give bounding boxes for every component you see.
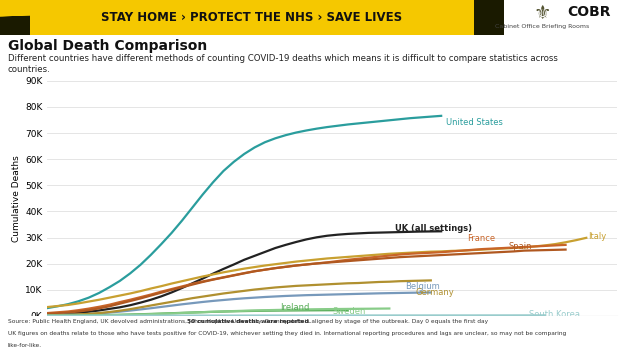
Polygon shape [0, 0, 630, 35]
Polygon shape [59, 0, 630, 35]
Text: ⚜: ⚜ [533, 4, 551, 23]
Polygon shape [0, 0, 630, 35]
Polygon shape [0, 0, 622, 35]
Polygon shape [131, 0, 630, 35]
Polygon shape [0, 0, 630, 35]
Text: STAY HOME › PROTECT THE NHS › SAVE LIVES: STAY HOME › PROTECT THE NHS › SAVE LIVES [101, 11, 403, 24]
Polygon shape [0, 0, 531, 35]
Polygon shape [168, 0, 630, 35]
Polygon shape [0, 0, 630, 35]
Text: Italy: Italy [588, 232, 607, 241]
Polygon shape [0, 0, 630, 35]
Text: France: France [467, 234, 495, 243]
Text: Cabinet Office Briefing Rooms: Cabinet Office Briefing Rooms [495, 24, 589, 29]
Text: like-for-like.: like-for-like. [8, 343, 42, 348]
Polygon shape [530, 0, 630, 35]
Polygon shape [621, 0, 630, 35]
Polygon shape [0, 0, 630, 35]
Text: UK (all settings): UK (all settings) [394, 224, 471, 233]
Text: Different countries have different methods of counting COVID-19 deaths which mea: Different countries have different metho… [8, 54, 558, 74]
Polygon shape [566, 0, 630, 35]
Polygon shape [0, 0, 630, 35]
Polygon shape [476, 0, 630, 35]
Text: United States: United States [446, 118, 503, 127]
Text: COBR: COBR [567, 5, 610, 19]
Polygon shape [0, 0, 630, 35]
X-axis label: Day: Day [322, 333, 343, 342]
Polygon shape [294, 0, 630, 35]
Polygon shape [0, 0, 630, 35]
Polygon shape [222, 0, 630, 35]
Polygon shape [40, 0, 630, 35]
Polygon shape [0, 0, 630, 35]
Polygon shape [203, 0, 630, 35]
Text: Ireland: Ireland [280, 303, 310, 312]
Polygon shape [4, 0, 630, 35]
Polygon shape [512, 0, 630, 35]
Polygon shape [585, 0, 630, 35]
Polygon shape [312, 0, 630, 35]
Polygon shape [0, 0, 630, 35]
Polygon shape [385, 0, 630, 35]
Polygon shape [0, 0, 630, 35]
Polygon shape [113, 0, 630, 35]
Polygon shape [77, 0, 630, 35]
Polygon shape [0, 0, 630, 35]
Polygon shape [457, 0, 630, 35]
Text: Spain: Spain [508, 242, 532, 251]
Polygon shape [0, 0, 549, 35]
Polygon shape [548, 0, 630, 35]
Polygon shape [494, 0, 630, 35]
Polygon shape [149, 0, 630, 35]
Polygon shape [0, 0, 604, 35]
Polygon shape [0, 0, 586, 35]
Polygon shape [185, 0, 630, 35]
Text: Source: Public Health England, UK devolved administrations, Johns Hopkins Univer: Source: Public Health England, UK devolv… [8, 319, 490, 324]
Polygon shape [0, 0, 568, 35]
Text: Sweden: Sweden [332, 307, 365, 316]
Polygon shape [0, 0, 630, 35]
Text: 50 cumulative deaths were reported.: 50 cumulative deaths were reported. [187, 319, 311, 324]
Polygon shape [240, 0, 630, 35]
Polygon shape [0, 0, 630, 35]
Polygon shape [367, 0, 630, 35]
Polygon shape [331, 0, 630, 35]
Polygon shape [0, 0, 630, 35]
Text: UK figures on deaths relate to those who have tests positive for COVID-19, which: UK figures on deaths relate to those who… [8, 331, 566, 336]
Polygon shape [421, 0, 630, 35]
Text: South Korea: South Korea [529, 310, 580, 319]
Text: Germany: Germany [415, 288, 454, 297]
Polygon shape [440, 0, 630, 35]
Polygon shape [0, 0, 630, 35]
Polygon shape [0, 0, 630, 35]
Polygon shape [403, 0, 630, 35]
Polygon shape [22, 0, 630, 35]
Polygon shape [0, 0, 630, 35]
Polygon shape [349, 0, 630, 35]
Polygon shape [0, 0, 513, 35]
Polygon shape [258, 0, 630, 35]
Polygon shape [0, 0, 630, 35]
Text: Global Death Comparison: Global Death Comparison [8, 38, 207, 53]
Polygon shape [603, 0, 630, 35]
Bar [30, 0, 474, 35]
Y-axis label: Cumulative Deaths: Cumulative Deaths [12, 155, 21, 242]
Polygon shape [94, 0, 630, 35]
Polygon shape [0, 0, 630, 35]
Polygon shape [276, 0, 630, 35]
Text: Belgium: Belgium [405, 282, 440, 291]
